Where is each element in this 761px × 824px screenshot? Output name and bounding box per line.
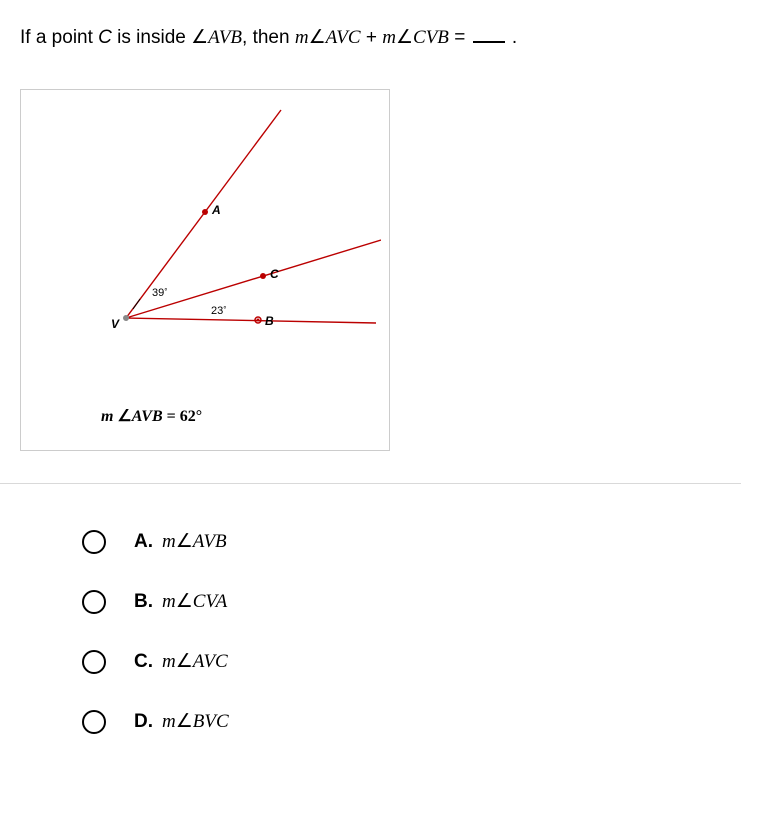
radio-a[interactable]: [82, 530, 106, 554]
q-m1: m: [295, 27, 309, 48]
figure-caption: m ∠AVB = 62°: [101, 406, 202, 426]
answer-blank: [473, 41, 505, 43]
q-mid2: , then: [242, 27, 295, 48]
option-d-row[interactable]: D. m∠BVC: [82, 710, 741, 734]
cap-val: 62°: [180, 408, 202, 425]
q-anglesym1: ∠: [191, 27, 208, 48]
point-c: [260, 273, 266, 279]
q-angle3: CVB: [413, 27, 449, 48]
q-prefix: If a point: [20, 27, 98, 48]
label-b: B: [265, 314, 274, 328]
cap-angle: AVB: [132, 408, 163, 425]
option-text-a: m∠AVB: [162, 530, 227, 553]
option-letter-a: A.: [134, 531, 162, 553]
option-a-row[interactable]: A. m∠AVB: [82, 530, 741, 554]
angle-diagram: V A C B 39° 23°: [31, 100, 381, 350]
option-letter-c: C.: [134, 651, 162, 673]
cap-m: m: [101, 408, 117, 425]
q-mid1: is inside: [112, 27, 191, 48]
angle-bottom: 23°: [211, 305, 226, 317]
option-text-d: m∠BVC: [162, 710, 229, 733]
q-m2: m: [382, 27, 396, 48]
option-b-row[interactable]: B. m∠CVA: [82, 590, 741, 614]
point-v: [123, 315, 129, 321]
label-a: A: [211, 203, 221, 217]
option-c-row[interactable]: C. m∠AVC: [82, 650, 741, 674]
q-period: .: [507, 27, 518, 48]
option-text-c: m∠AVC: [162, 650, 228, 673]
cap-sym: ∠: [117, 408, 131, 425]
option-letter-d: D.: [134, 711, 162, 733]
question-text: If a point C is inside ∠AVB, then m∠AVC …: [20, 24, 741, 53]
section-divider: [0, 483, 741, 484]
angle-tick: [133, 299, 140, 309]
figure-container: V A C B 39° 23° m ∠AVB = 62°: [20, 89, 390, 451]
option-text-b: m∠CVA: [162, 590, 227, 613]
ray-vc: [126, 240, 381, 318]
option-letter-b: B.: [134, 591, 162, 613]
radio-c[interactable]: [82, 650, 106, 674]
q-equals: =: [449, 27, 471, 48]
cap-eq: =: [163, 408, 180, 425]
q-angle1: AVB: [208, 27, 242, 48]
point-b-inner: [257, 318, 260, 321]
radio-d[interactable]: [82, 710, 106, 734]
q-point: C: [98, 27, 112, 48]
q-anglesym3: ∠: [396, 27, 413, 48]
radio-b[interactable]: [82, 590, 106, 614]
point-a: [202, 209, 208, 215]
q-plus: +: [361, 27, 383, 48]
q-angle2: AVC: [326, 27, 361, 48]
label-c: C: [270, 267, 279, 281]
options-list: A. m∠AVB B. m∠CVA C. m∠AVC D. m∠BVC: [20, 530, 741, 734]
angle-top: 39°: [152, 287, 167, 299]
ray-vb: [126, 318, 376, 323]
label-v: V: [111, 317, 120, 331]
q-anglesym2: ∠: [309, 27, 326, 48]
